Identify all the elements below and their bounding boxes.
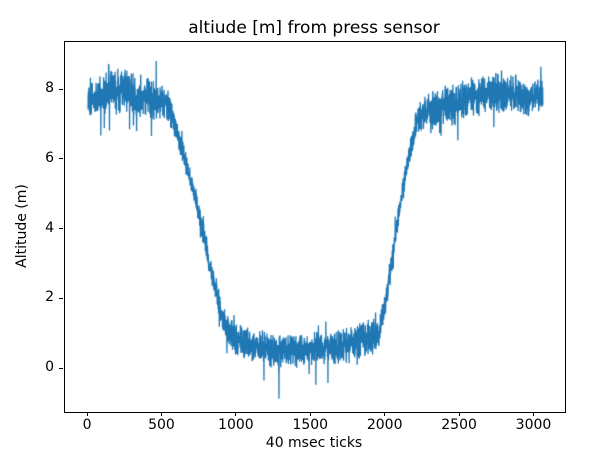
y-tick-mark [59,228,63,230]
altitude-line-series [65,42,565,412]
x-tick-label: 500 [148,417,175,433]
x-tick-mark [235,412,237,416]
x-tick-label: 1500 [292,417,329,433]
x-tick-label: 2000 [366,417,403,433]
x-tick-label: 3000 [515,417,552,433]
x-tick-label: 1000 [218,417,254,433]
x-axis-label: 40 msec ticks [265,435,363,451]
y-tick-label: 4 [45,219,54,236]
y-tick-mark [59,367,63,369]
x-tick-mark [160,412,162,416]
y-tick-mark [59,88,63,90]
y-tick-label: 6 [45,149,54,166]
x-tick-mark [458,412,460,416]
x-tick-mark [309,412,311,416]
x-tick-label: 0 [82,417,92,433]
plot-area [64,41,566,413]
x-tick-mark [86,412,88,416]
y-tick-label: 2 [45,289,54,306]
y-tick-mark [59,297,63,299]
x-tick-mark [384,412,386,416]
chart-title: altiude [m] from press sensor [188,18,440,38]
x-tick-mark [532,412,534,416]
y-tick-label: 0 [45,359,54,376]
x-tick-label: 2500 [441,417,477,433]
y-tick-mark [59,158,63,160]
y-tick-label: 8 [45,80,54,97]
